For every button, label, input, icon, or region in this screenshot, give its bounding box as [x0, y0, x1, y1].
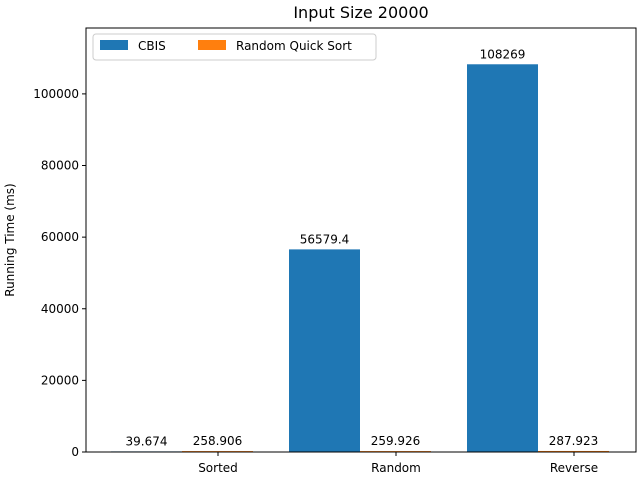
bar-value-label: 56579.4: [300, 232, 350, 246]
bar-value-label: 259.926: [371, 434, 421, 448]
plot-frame: [85, 27, 637, 453]
x-tick-label-sorted: Sorted: [198, 461, 238, 475]
y-tick-label: 60000: [41, 230, 79, 244]
x-tick-label-random: Random: [371, 461, 421, 475]
bar-labels-layer: 39.674 56579.4 108269 258.906 259.926 287.923: [126, 47, 599, 448]
legend-box: [92, 33, 377, 61]
y-tick-label: 80000: [41, 159, 79, 173]
legend-label-random-quick-sort: Random Quick Sort: [236, 39, 352, 53]
legend-swatch-cbis: [100, 40, 128, 50]
bar-value-label: 108269: [480, 47, 526, 61]
legend: CBIS Random Quick Sort: [92, 33, 377, 61]
x-axis: Sorted Random Reverse: [198, 452, 598, 475]
y-tick-label: 20000: [41, 373, 79, 387]
bar-value-label: 39.674: [126, 434, 168, 448]
y-tick-label: 100000: [33, 87, 79, 101]
y-axis: 0 20000 40000 60000 80000 100000: [33, 87, 86, 459]
bar-cbis-random: [289, 249, 360, 452]
bar-cbis-reverse: [467, 64, 538, 452]
legend-swatch-random-quick-sort: [198, 40, 226, 50]
bar-value-label: 258.906: [193, 434, 243, 448]
y-axis-label: Running Time (ms): [3, 183, 17, 296]
x-tick-label-reverse: Reverse: [550, 461, 598, 475]
legend-label-cbis: CBIS: [138, 39, 166, 53]
y-tick-label: 0: [71, 445, 79, 459]
y-tick-label: 40000: [41, 302, 79, 316]
chart-title: Input Size 20000: [293, 3, 428, 22]
bars-layer: [111, 64, 609, 452]
bar-random-quick-sort-reverse: [538, 450, 609, 452]
bar-value-label: 287.923: [549, 434, 599, 448]
